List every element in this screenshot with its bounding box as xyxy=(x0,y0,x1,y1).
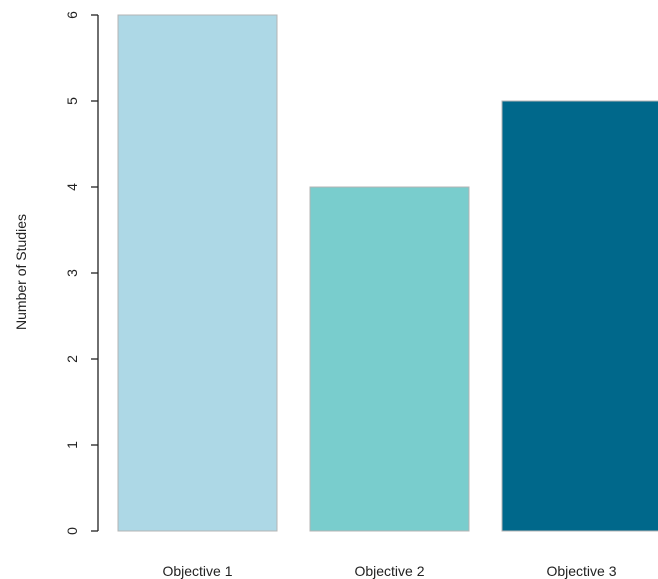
bars xyxy=(117,14,658,532)
y-tick-label: 4 xyxy=(64,183,80,191)
x-category-label: Objective 3 xyxy=(546,563,616,579)
x-category-label: Objective 1 xyxy=(162,563,232,579)
y-axis: 0 1 2 3 4 5 6 xyxy=(64,11,99,535)
y-tick-label: 0 xyxy=(64,527,80,535)
y-tick-label: 3 xyxy=(64,269,80,277)
bar-3 xyxy=(501,100,658,532)
y-axis-title: Number of Studies xyxy=(13,214,29,330)
y-tick-label: 2 xyxy=(64,355,80,363)
bar-2 xyxy=(309,186,470,532)
x-axis-labels: Objective 1 Objective 2 Objective 3 xyxy=(162,563,616,579)
y-tick-label: 1 xyxy=(64,441,80,449)
x-category-label: Objective 2 xyxy=(354,563,424,579)
bar-1 xyxy=(117,14,278,532)
y-tick-label: 6 xyxy=(64,11,80,19)
y-tick-label: 5 xyxy=(64,97,80,105)
